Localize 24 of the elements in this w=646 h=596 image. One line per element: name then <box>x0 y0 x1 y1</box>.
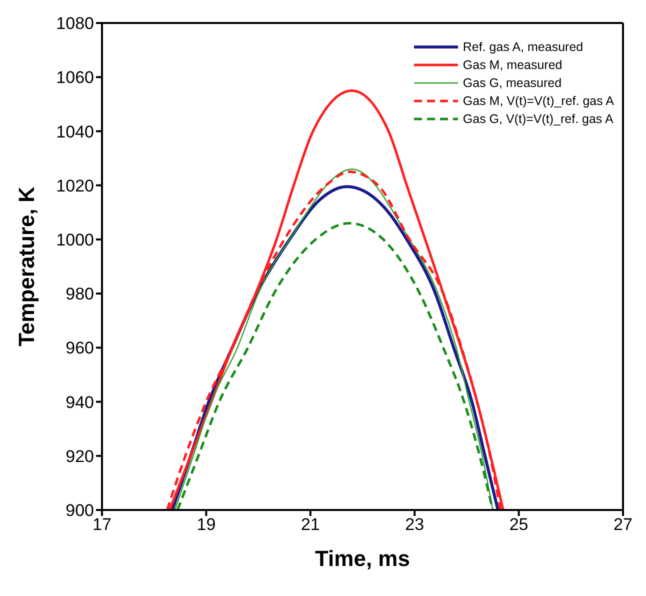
legend-label: Ref. gas A, measured <box>462 39 584 56</box>
y-tick-label: 920 <box>66 446 94 466</box>
y-tick-label: 1060 <box>56 68 94 88</box>
legend-label: Gas G, V(t)=V(t)_ref. gas A <box>462 111 614 128</box>
y-tick-label: 1000 <box>56 230 94 250</box>
legend-label: Gas G, measured <box>462 75 562 92</box>
legend-label: Gas M, V(t)=V(t)_ref. gas A <box>462 93 614 110</box>
x-tick-label: 19 <box>196 515 216 534</box>
y-tick-label: 1040 <box>56 122 94 142</box>
x-tick-label: 25 <box>509 515 528 534</box>
x-tick-label: 23 <box>405 515 424 534</box>
line-series <box>168 89 504 510</box>
y-tick-label: 980 <box>66 284 94 304</box>
x-tick-label: 21 <box>300 515 320 534</box>
x-tick-label: 27 <box>614 515 632 534</box>
y-axis-title: Temperature, K <box>14 186 39 346</box>
y-tick-label: 940 <box>66 392 94 412</box>
x-axis-title: Time, ms <box>315 546 410 571</box>
x-tick-label: 17 <box>92 515 112 534</box>
legend-label: Gas M, measured <box>462 57 562 74</box>
y-tick-label: 900 <box>66 501 94 520</box>
y-tick-label: 1020 <box>56 176 94 196</box>
y-tick-label: 1080 <box>56 14 94 34</box>
y-tick-label: 960 <box>66 338 94 358</box>
